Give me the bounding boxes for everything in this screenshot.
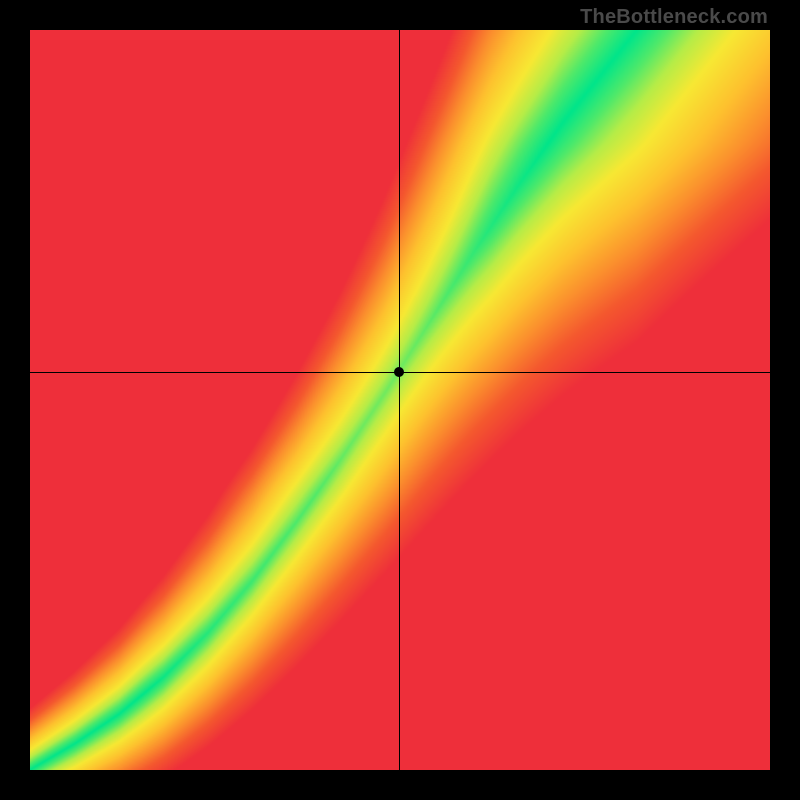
- crosshair-vertical: [399, 30, 400, 770]
- chart-frame: TheBottleneck.com: [0, 0, 800, 800]
- plot-area: [30, 30, 770, 770]
- watermark-text: TheBottleneck.com: [580, 6, 768, 29]
